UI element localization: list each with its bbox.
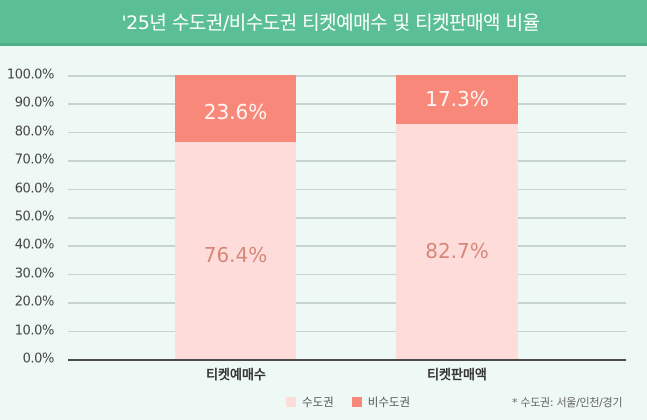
gridline — [68, 273, 626, 276]
value-label-capital: 76.4% — [203, 243, 268, 267]
bar-ticket-sales: 17.3% 82.7% — [396, 75, 518, 359]
legend-label-non-capital: 비수도권 — [367, 395, 411, 409]
legend-swatch-non-capital — [351, 397, 362, 407]
y-tick-label: 70.0% — [14, 152, 55, 168]
y-tick-label: 30.0% — [14, 266, 55, 282]
x-category-label: 티켓판매액 — [427, 368, 487, 383]
y-tick-label: 90.0% — [14, 95, 55, 111]
legend-label-capital: 수도권 — [302, 395, 334, 409]
x-category-label: 티켓예매수 — [206, 368, 266, 383]
value-label-capital: 82.7% — [425, 239, 489, 263]
y-tick-label: 10.0% — [14, 323, 55, 339]
y-tick-label: 40.0% — [14, 237, 55, 253]
bar-ticket-reservations: 23.6% 76.4% — [175, 75, 296, 359]
y-tick-label: 100.0% — [6, 67, 55, 83]
legend-swatch-capital — [286, 397, 296, 407]
gridline — [68, 188, 626, 191]
gridline — [68, 245, 626, 247]
y-tick-label: 20.0% — [14, 294, 55, 310]
gridline — [68, 75, 626, 77]
gridline — [68, 330, 626, 333]
gridline — [68, 160, 626, 162]
y-tick-label: 0.0% — [22, 351, 55, 367]
gridline — [68, 217, 626, 219]
bar-segment-non-capital: 23.6% — [175, 75, 296, 142]
y-tick-label: 80.0% — [14, 124, 55, 140]
gridline — [68, 302, 626, 304]
chart-title: '25년 수도권/비수도권 티켓예매수 및 티켓판매액 비율 — [121, 12, 540, 34]
gridline — [68, 131, 626, 134]
y-tick-label: 60.0% — [14, 181, 55, 197]
bar-segment-non-capital: 17.3% — [396, 75, 518, 124]
footnote: * 수도권: 서울/인천/경기 — [512, 396, 623, 409]
x-axis-line — [68, 359, 626, 361]
bar-segment-capital: 76.4% — [175, 142, 296, 359]
value-label-non-capital: 17.3% — [425, 87, 489, 111]
gridline — [68, 103, 626, 105]
value-label-non-capital: 23.6% — [203, 100, 268, 124]
y-tick-label: 50.0% — [14, 209, 55, 225]
chart-title-bar: '25년 수도권/비수도권 티켓예매수 및 티켓판매액 비율 — [0, 0, 647, 46]
legend-item-capital: 수도권 — [286, 394, 334, 410]
legend: 수도권 비수도권 — [286, 394, 428, 410]
legend-item-non-capital: 비수도권 — [351, 394, 411, 410]
bar-segment-capital: 82.7% — [396, 124, 518, 359]
